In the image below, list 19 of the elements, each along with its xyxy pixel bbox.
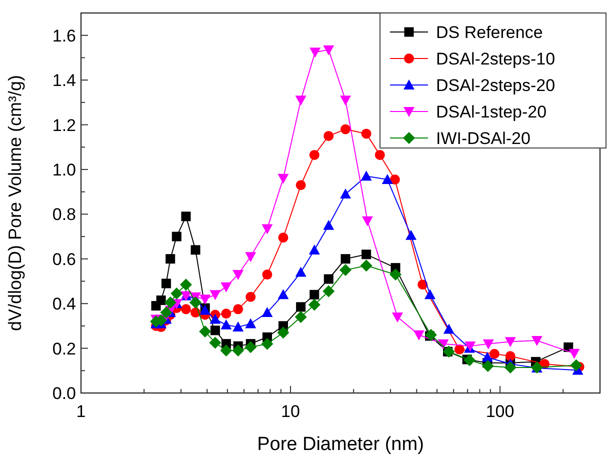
legend-label: DSAl-2steps-10 <box>436 50 556 68</box>
x-axis-title: Pore Diameter (nm) <box>257 434 424 455</box>
y-tick-label: 0.6 <box>52 250 76 269</box>
legend-label: IWI-DSAl-20 <box>436 129 530 148</box>
legend-label: DSAl-2steps-20 <box>436 76 556 95</box>
x-tick-label: 100 <box>486 402 514 421</box>
y-axis-title: dV/dlog(D) Pore Volume (cm³/g) <box>5 74 25 332</box>
legend-label: DSAl-1step-20 <box>436 102 547 122</box>
y-tick-label: 1.0 <box>52 160 76 180</box>
x-tick-label: 1 <box>76 402 86 421</box>
y-tick-label: 1.2 <box>52 116 76 135</box>
y-tick-label: 0.0 <box>52 384 76 403</box>
y-tick-label: 1.6 <box>52 26 76 46</box>
y-tick-label: 0.2 <box>52 339 76 358</box>
legend-label: DS Reference <box>436 23 543 42</box>
x-tick-label: 10 <box>281 402 300 421</box>
y-tick-label: 0.4 <box>52 294 76 314</box>
y-tick-label: 1.4 <box>52 71 76 90</box>
y-tick-label: 0.8 <box>52 205 76 224</box>
